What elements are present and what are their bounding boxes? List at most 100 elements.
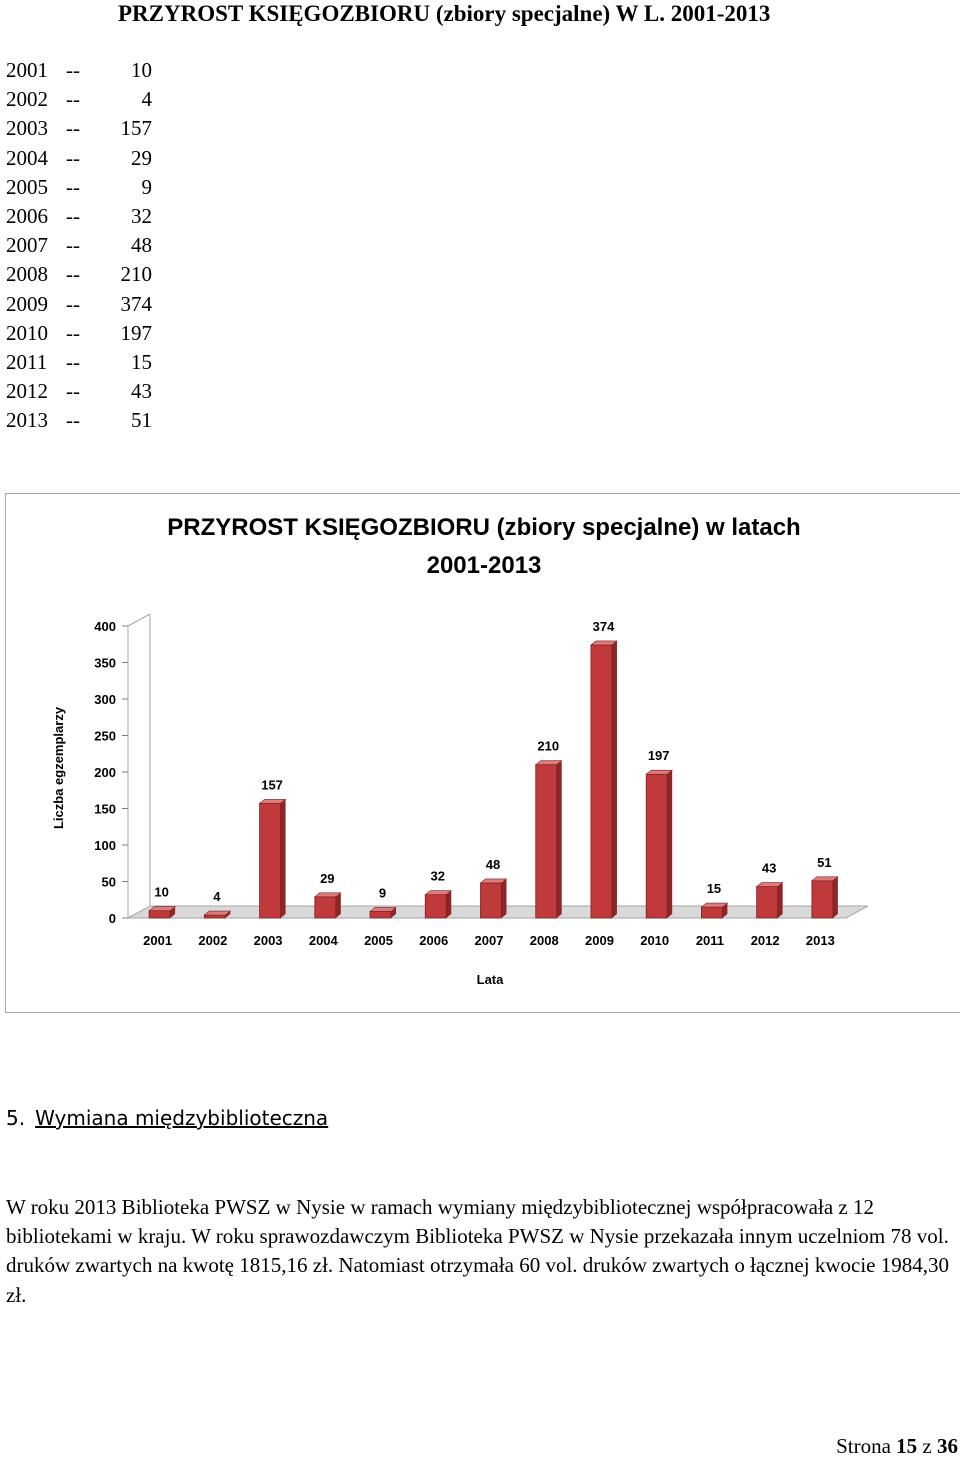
bar <box>590 644 613 919</box>
list-value: 210 <box>120 262 153 287</box>
y-tick-label: 300 <box>94 692 116 707</box>
y-axis-depth-top <box>127 613 151 627</box>
bar <box>148 910 171 919</box>
list-item: 2010 -- 197 <box>6 319 156 348</box>
list-year: 2005 <box>6 174 48 199</box>
data-label: 15 <box>707 881 721 896</box>
x-tick-label: 2011 <box>696 933 724 948</box>
data-label: 197 <box>648 748 670 763</box>
list-item: 2005 -- 9 <box>6 173 156 202</box>
bar-top <box>755 882 784 887</box>
list-year: 2004 <box>6 145 48 170</box>
x-tick-label: 2013 <box>806 933 835 948</box>
bar-side <box>501 878 507 918</box>
list-separator: -- <box>66 233 80 258</box>
bar-side <box>446 890 452 918</box>
list-separator: -- <box>66 379 80 404</box>
list-year: 2003 <box>6 116 48 141</box>
list-item: 2009 -- 374 <box>6 290 156 319</box>
bar-side <box>225 911 231 918</box>
bar <box>535 764 558 919</box>
list-year: 2009 <box>6 291 48 316</box>
list-value: 48 <box>131 233 152 258</box>
list-value: 4 <box>141 87 153 112</box>
list-value: 197 <box>120 320 153 345</box>
y-axis-label: Liczba egzemplarzy <box>51 706 66 829</box>
bar-top <box>313 892 342 898</box>
y-tick-label: 150 <box>94 802 116 817</box>
bar <box>203 914 226 919</box>
footer-mid: z <box>922 1434 932 1458</box>
y-tick-label: 0 <box>109 911 116 926</box>
x-axis-label: Lata <box>477 972 505 987</box>
x-tick-label: 2008 <box>530 933 559 948</box>
bar-top <box>534 760 563 766</box>
x-tick-label: 2005 <box>364 933 393 948</box>
section-title: Wymiana międzybiblioteczna <box>35 1106 329 1130</box>
bar-side <box>832 876 838 918</box>
list-year: 2011 <box>6 349 48 374</box>
data-label: 157 <box>261 777 283 792</box>
data-label: 51 <box>817 855 831 870</box>
y-tick-label: 350 <box>94 656 116 671</box>
chart-title-line2: 2001-2013 <box>427 552 542 579</box>
bar-side <box>777 882 783 918</box>
x-tick-label: 2003 <box>254 933 283 948</box>
bar <box>645 773 668 919</box>
footer-prefix: Strona <box>836 1434 891 1458</box>
x-tick-label: 2006 <box>419 933 448 948</box>
bar <box>259 802 281 919</box>
bar-top <box>645 769 674 775</box>
x-tick-label: 2004 <box>309 933 339 948</box>
bar <box>369 911 392 919</box>
list-year: 2006 <box>6 203 48 228</box>
bar-top <box>700 902 729 908</box>
bar-side <box>611 640 617 918</box>
list-year: 2012 <box>6 379 48 404</box>
bar-side <box>722 903 728 918</box>
bar-top <box>479 878 508 884</box>
bar-side <box>280 799 286 918</box>
page-title: PRZYROST KSIĘGOZBIORU (zbiory specjalne)… <box>118 1 771 26</box>
data-label: 9 <box>379 885 386 900</box>
bar-top <box>203 910 232 916</box>
bar-top <box>369 907 397 912</box>
bar-side <box>170 906 176 918</box>
list-item: 2007 -- 48 <box>6 231 156 260</box>
list-year: 2007 <box>6 233 48 258</box>
bar <box>811 880 834 919</box>
bar-top <box>590 640 618 646</box>
bar <box>424 894 447 919</box>
bar-top <box>811 876 839 882</box>
bar-side <box>667 770 673 918</box>
y-tick-label: 100 <box>94 838 116 853</box>
list-item: 2006 -- 32 <box>6 202 156 231</box>
data-label: 4 <box>213 889 221 904</box>
page-footer: Strona 15 z 36 <box>836 1432 958 1460</box>
list-separator: -- <box>66 291 80 316</box>
list-year: 2002 <box>6 87 48 112</box>
list-item: 2003 -- 157 <box>6 114 156 143</box>
list-item: 2002 -- 4 <box>6 85 156 114</box>
bar <box>480 882 502 919</box>
list-value: 374 <box>120 291 153 316</box>
data-label: 374 <box>593 619 615 634</box>
x-tick-label: 2007 <box>475 933 504 948</box>
list-separator: -- <box>66 262 80 287</box>
bar-top <box>258 799 287 804</box>
list-value: 15 <box>131 349 152 374</box>
section-number: 5. <box>6 1106 26 1130</box>
list-value: 51 <box>131 408 152 433</box>
bar-side <box>556 760 562 918</box>
list-item: 2013 -- 51 <box>6 406 156 435</box>
chart-frame: PRZYROST KSIĘGOZBIORU (zbiory specjalne)… <box>5 493 960 1013</box>
list-year: 2008 <box>6 262 48 287</box>
section-heading: 5. Wymiana międzybiblioteczna <box>6 1103 328 1133</box>
y-tick-label: 400 <box>94 619 116 634</box>
list-value: 32 <box>131 203 152 228</box>
data-list: 2001 -- 10 2002 -- 4 2003 -- 157 2004 -- 29 2005 -- 9 2… <box>6 56 156 435</box>
y-tick-label: 50 <box>102 875 116 890</box>
list-value: 9 <box>141 174 153 199</box>
bar <box>314 896 337 919</box>
list-separator: -- <box>66 145 80 170</box>
